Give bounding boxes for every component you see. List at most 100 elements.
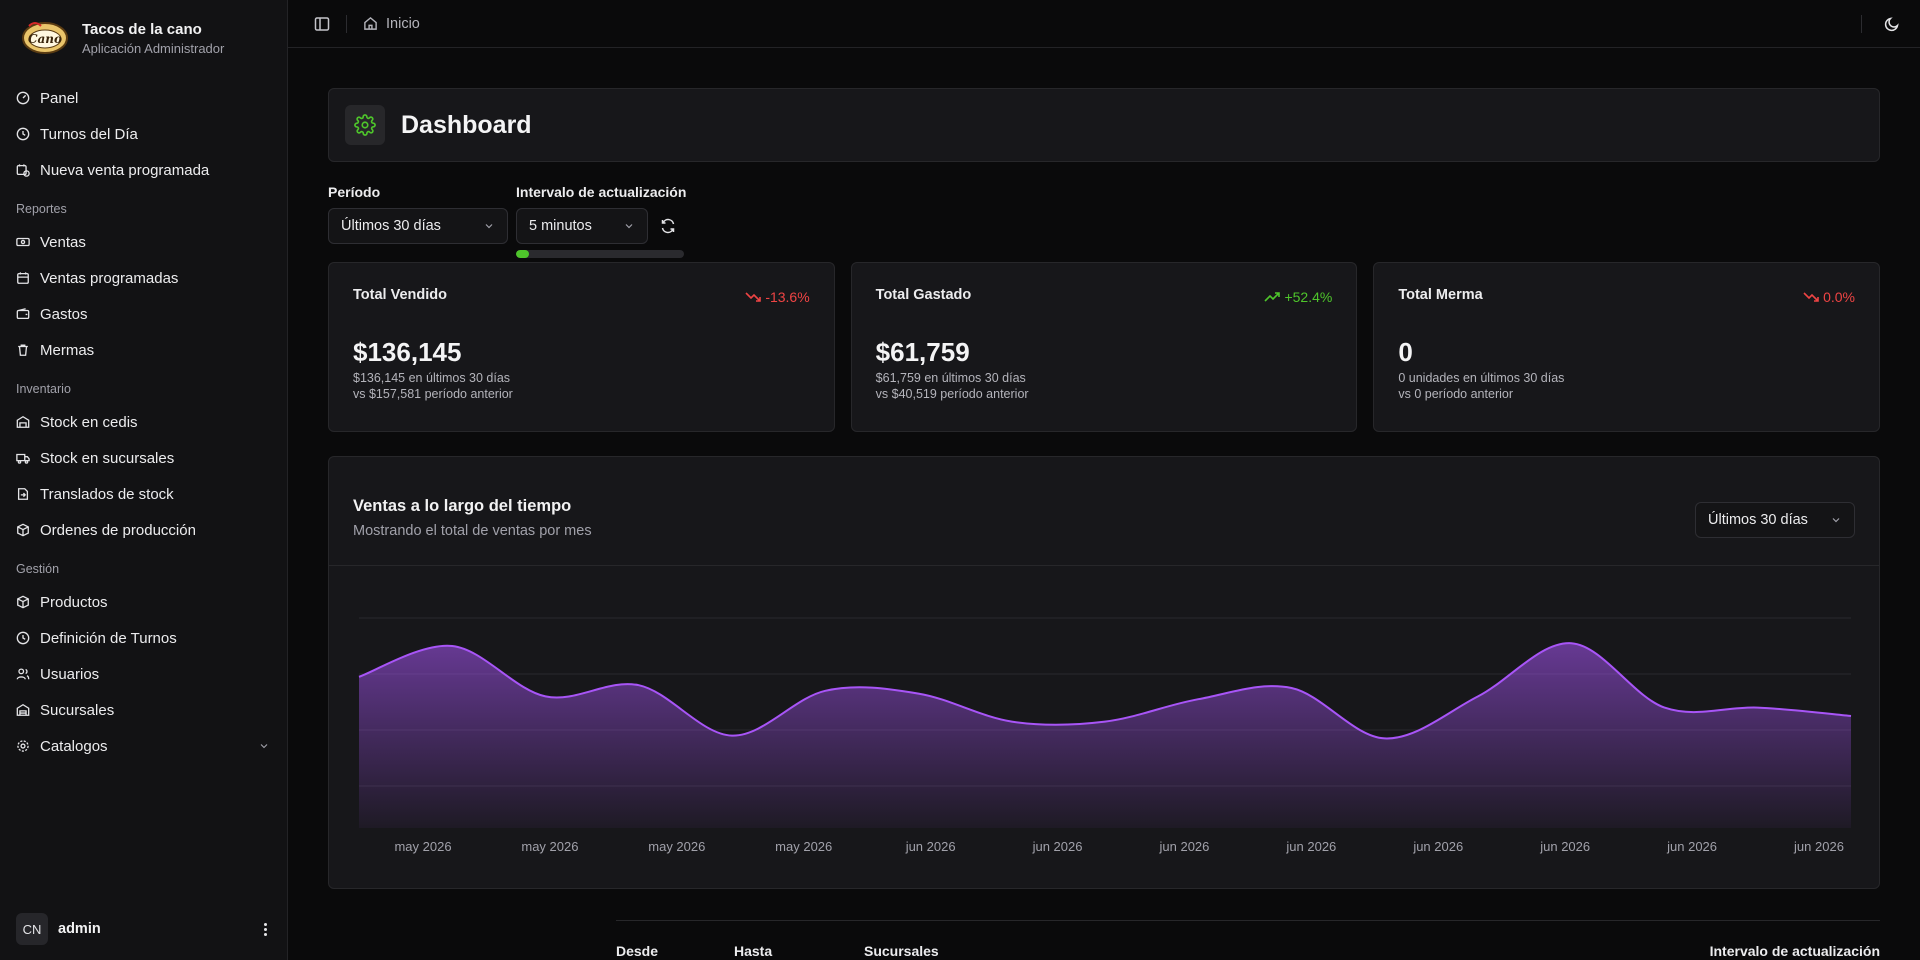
stat-change-value: 0.0% (1823, 289, 1856, 305)
user-name: admin (58, 921, 101, 937)
sidebar-item-ventas[interactable]: Ventas (0, 224, 287, 260)
stat-sub-2: vs 0 período anterior (1398, 387, 1513, 401)
clock-icon (16, 631, 30, 645)
topbar: Inicio (288, 0, 1920, 48)
stat-value: $61,759 (875, 337, 970, 367)
box-icon (17, 595, 29, 609)
sales-chart-card: Ventas a lo largo del tiempo Mostrando e… (328, 456, 1880, 889)
breadcrumb[interactable]: Inicio (363, 16, 420, 32)
sidebar: Cano Tacos de la cano Aplicación Adminis… (0, 0, 288, 960)
sales-area-chart: may 2026 may 2026 may 2026 may 2026 jun 2026… (358, 617, 1852, 854)
trash-icon (18, 344, 28, 356)
sidebar-toggle-icon[interactable] (314, 16, 330, 32)
period-value: Últimos 30 días (341, 218, 441, 234)
stat-change: +52.4% (1264, 289, 1332, 305)
avatar: CN (16, 913, 48, 945)
gear-icon (345, 105, 385, 145)
sidebar-item-sucursales[interactable]: Sucursales (0, 692, 287, 728)
sidebar-item-gastos[interactable]: Gastos (0, 296, 287, 332)
sidebar-item-panel[interactable]: Panel (0, 80, 287, 116)
stat-sub-2: vs $40,519 período anterior (875, 387, 1029, 401)
sidebar-item-definicion-turnos[interactable]: Definición de Turnos (0, 620, 287, 656)
package-icon (17, 523, 29, 537)
chevron-down-icon (1832, 518, 1840, 523)
moon-icon[interactable] (1884, 16, 1900, 32)
breadcrumb-label: Inicio (386, 15, 420, 32)
interval-select[interactable]: 5 minutos (516, 208, 648, 244)
sidebar-item-nueva-venta[interactable]: Nueva venta programada (0, 152, 287, 188)
trending-down-icon (745, 292, 762, 302)
x-tick-label: jun 2026 (905, 839, 956, 854)
more-vertical-icon[interactable] (260, 919, 271, 940)
x-tick-label: may 2026 (394, 839, 451, 854)
period-select[interactable]: Últimos 30 días (328, 208, 508, 244)
interval-filter: Intervalo de actualización 5 minutos (516, 184, 686, 258)
user-menu[interactable]: CN admin (0, 898, 287, 960)
x-tick-label: jun 2026 (1412, 839, 1463, 854)
sidebar-item-label: Gastos (40, 305, 88, 323)
settings-icon (17, 740, 29, 752)
sidebar-item-label: Panel (40, 89, 79, 107)
x-tick-label: jun 2026 (1285, 839, 1336, 854)
calendar-icon (17, 272, 29, 284)
stat-sub-1: $61,759 en últimos 30 días (875, 371, 1026, 385)
wallet-icon (16, 308, 30, 320)
stat-change-value: -13.6% (765, 289, 810, 305)
warehouse-icon (16, 415, 30, 428)
stat-title: Total Vendido (353, 287, 447, 303)
store-icon (16, 703, 30, 716)
stat-card-total-merma: Total Merma 0.0% 0 0 unidades en últimos… (1373, 262, 1881, 432)
sidebar-item-turnos[interactable]: Turnos del Día (0, 116, 287, 152)
sales-area (359, 643, 1851, 828)
sidebar-item-mermas[interactable]: Mermas (0, 332, 287, 368)
sidebar-item-catalogos[interactable]: Catalogos (0, 728, 287, 764)
sidebar-item-label: Definición de Turnos (40, 629, 177, 647)
refresh-icon (661, 218, 675, 234)
brand-subtitle: Aplicación Administrador (82, 40, 225, 56)
sidebar-item-translados[interactable]: Translados de stock (0, 476, 287, 512)
main: Inicio Dashboard Período Últimos 30 días (288, 0, 1920, 960)
interval-label-bottom: Intervalo de actualización (1709, 943, 1880, 959)
sidebar-item-label: Mermas (40, 341, 95, 359)
chart-range-select[interactable]: Últimos 30 días (1695, 502, 1855, 538)
filters: Período Últimos 30 días Intervalo de act… (328, 184, 1880, 258)
sidebar-item-label: Translados de stock (40, 485, 174, 503)
sidebar-item-ventas-programadas[interactable]: Ventas programadas (0, 260, 287, 296)
brand-logo: Cano (20, 18, 70, 58)
refresh-progress-bar (516, 250, 684, 258)
sidebar-item-label: Ventas (40, 233, 86, 251)
period-filter: Período Últimos 30 días (328, 184, 508, 258)
chevron-down-icon (625, 224, 633, 229)
group-label-gestion: Gestión (16, 562, 60, 576)
sidebar-item-label: Ventas programadas (40, 269, 179, 287)
sidebar-item-productos[interactable]: Productos (0, 584, 287, 620)
sidebar-item-usuarios[interactable]: Usuarios (0, 656, 287, 692)
refresh-button[interactable] (650, 208, 686, 244)
sidebar-item-stock-sucursales[interactable]: Stock en sucursales (0, 440, 287, 476)
calendar-clock-icon (16, 164, 30, 177)
report-filters-row: Desde Hasta Sucursales Intervalo de actu… (616, 920, 1880, 959)
sidebar-item-label: Nueva venta programada (40, 161, 210, 179)
sidebar-item-ordenes[interactable]: Ordenes de producción (0, 512, 287, 548)
to-label: Hasta (734, 943, 773, 959)
nav-reports: Ventas Ventas programadas Gastos Mermas (0, 224, 287, 376)
chart-range-value: Últimos 30 días (1708, 512, 1808, 528)
stat-card-total-gastado: Total Gastado +52.4% $61,759 $61,759 en … (850, 262, 1358, 432)
branches-label: Sucursales (864, 943, 939, 959)
group-label-inventario: Inventario (16, 382, 71, 396)
x-tick-label: jun 2026 (1539, 839, 1590, 854)
x-tick-label: may 2026 (648, 839, 705, 854)
sidebar-item-label: Sucursales (40, 701, 115, 719)
stats-row: Total Vendido -13.6% $136,145 $136,145 e… (328, 262, 1881, 432)
from-label: Desde (616, 943, 659, 959)
refresh-progress-fill (516, 250, 530, 258)
sidebar-item-stock-cedis[interactable]: Stock en cedis (0, 404, 287, 440)
stat-change-value: +52.4% (1284, 289, 1333, 305)
x-tick-label: may 2026 (521, 839, 578, 854)
stat-title: Total Merma (1398, 287, 1483, 303)
group-label-reportes: Reportes (16, 202, 67, 216)
truck-icon (16, 453, 30, 464)
page-header: Dashboard (328, 88, 1880, 162)
brand[interactable]: Cano Tacos de la cano Aplicación Adminis… (0, 0, 287, 72)
stat-sub-1: 0 unidades en últimos 30 días (1398, 371, 1565, 385)
